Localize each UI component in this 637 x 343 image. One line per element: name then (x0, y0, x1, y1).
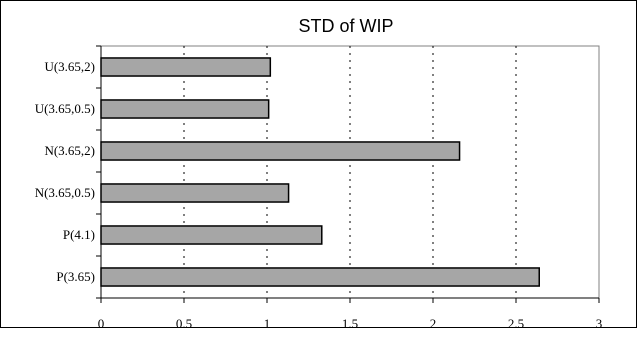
tick-labels: P(3.65) P(4.1) N(3.65,0.5) N(3.65,2) U(3.65,… (35, 59, 603, 331)
x-tick-label-3: 3 (596, 316, 603, 331)
bar-U(3.65,0.5) (100, 99, 270, 119)
y-tick-label-N(3.65,0.5): N(3.65,0.5) (35, 185, 95, 200)
axes (96, 45, 600, 303)
x-tick-label-2: 2 (430, 316, 437, 331)
bar-N(3.65,0.5) (100, 183, 290, 203)
bar-N(3.65,2) (100, 141, 461, 161)
x-tick-label-1: 1 (264, 316, 271, 331)
chart-title: STD of WIP (298, 16, 393, 36)
y-tick-label-U(3.65,0.5): U(3.65,0.5) (35, 101, 95, 116)
y-tick-label-U(3.65,2): U(3.65,2) (44, 59, 95, 74)
x-tick-label-0: 0 (98, 316, 105, 331)
bar-P(4.1) (100, 225, 323, 245)
bar-U(3.65,2) (100, 57, 272, 77)
grid-lines (183, 46, 517, 298)
bars (100, 57, 540, 287)
x-tick-label-2.5: 2.5 (508, 316, 524, 331)
y-tick-label-N(3.65,2): N(3.65,2) (44, 143, 95, 158)
y-tick-label-P(3.65): P(3.65) (56, 269, 95, 284)
x-tick-label-1.5: 1.5 (342, 316, 358, 331)
y-tick-label-P(4.1): P(4.1) (63, 227, 95, 242)
bar-P(3.65) (100, 267, 540, 287)
x-tick-label-0.5: 0.5 (176, 316, 192, 331)
